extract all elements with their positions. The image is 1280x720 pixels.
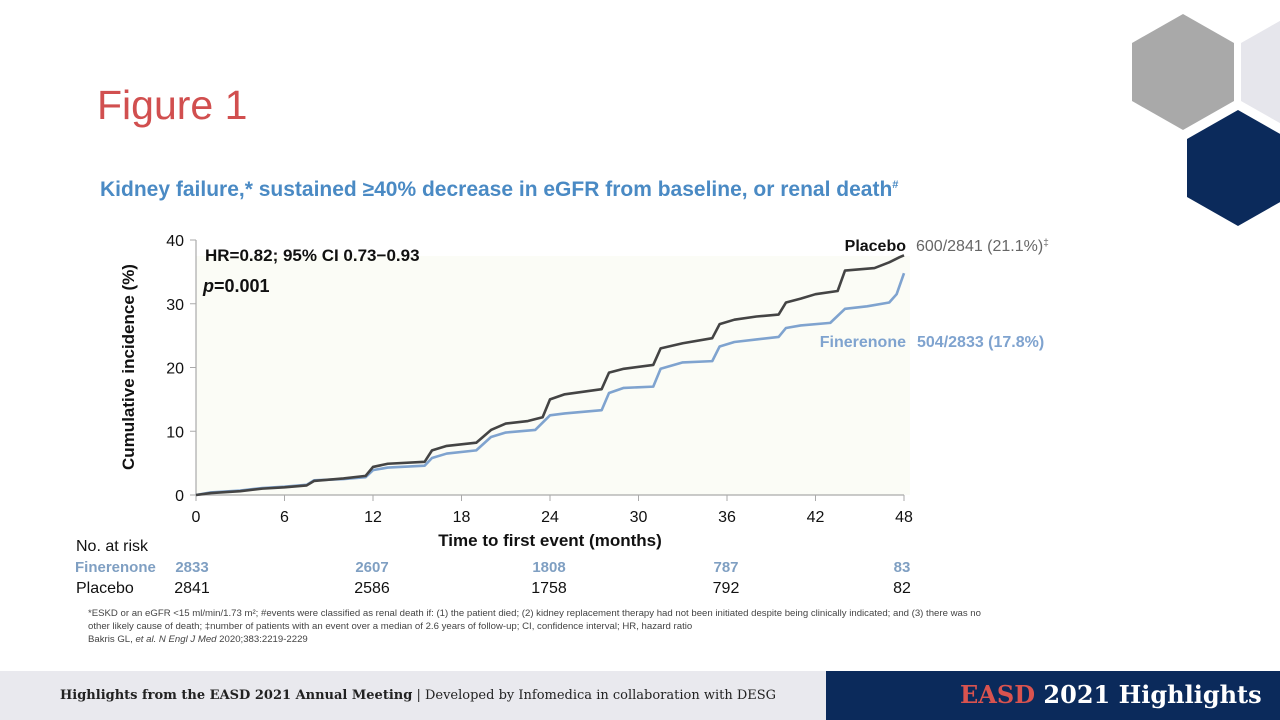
chart-title-text: Kidney failure,* sustained ≥40% decrease… — [100, 178, 893, 201]
at-risk-value-placebo: 792 — [712, 580, 740, 597]
hazard-ratio-annotation: HR=0.82; 95% CI 0.73−0.93 — [205, 246, 420, 265]
y-axis-label: Cumulative incidence (%) — [119, 264, 138, 470]
p-value: =0.001 — [214, 276, 270, 296]
footnote-line-1: *ESKD or an eGFR <15 ml/min/1.73 m²; #ev… — [88, 608, 981, 619]
chart-title: Kidney failure,* sustained ≥40% decrease… — [100, 178, 898, 202]
hexagon-decoration-gray — [1132, 14, 1234, 130]
at-risk-finerenone-label: Finerenone — [75, 559, 156, 576]
footer-bold-text: Highlights from the EASD 2021 Annual Mee… — [60, 688, 413, 703]
at-risk-value-finerenone: 787 — [713, 559, 739, 576]
at-risk-value-placebo: 1758 — [531, 580, 567, 597]
at-risk-value-finerenone: 2833 — [175, 559, 209, 576]
footer-bar: Highlights from the EASD 2021 Annual Mee… — [0, 671, 826, 720]
placebo-summary-text: 600/2841 (21.1%) — [916, 238, 1043, 255]
reference-authors: Bakris GL, — [88, 634, 136, 645]
hexagon-decoration-navy — [1187, 110, 1280, 226]
slide-title: Figure 1 — [97, 82, 248, 128]
brand-highlights: 2021 Highlights — [1035, 680, 1262, 709]
curve-placebo — [195, 254, 905, 497]
at-risk-value-placebo: 2586 — [354, 580, 390, 597]
at-risk-label: No. at risk — [76, 538, 149, 555]
y-tick-label: 0 — [175, 488, 184, 505]
footer-brand-bar: EASD 2021 Highlights — [826, 671, 1280, 720]
x-tick-label: 42 — [807, 509, 825, 526]
legend-placebo-name: Placebo — [845, 238, 907, 255]
legend-finerenone-name: Finerenone — [820, 334, 906, 351]
curves — [195, 254, 906, 497]
y-tick-label: 30 — [166, 297, 184, 314]
p-value-annotation: p=0.001 — [202, 276, 270, 296]
x-tick-label: 30 — [630, 509, 648, 526]
brand-easd: EASD — [960, 680, 1036, 709]
hexagon-decoration-light — [1241, 20, 1280, 124]
footer-text: Highlights from the EASD 2021 Annual Mee… — [60, 688, 776, 703]
footnote-line-2: other likely cause of death; ‡number of … — [88, 621, 693, 632]
at-risk-value-finerenone: 1808 — [532, 559, 566, 576]
at-risk-value-finerenone: 83 — [893, 559, 911, 576]
reference-journal: et al. N Engl J Med — [135, 634, 217, 645]
x-tick-label: 24 — [541, 509, 559, 526]
y-tick-label: 20 — [166, 361, 184, 378]
p-label: p — [202, 276, 214, 296]
x-axis-label: Time to first event (months) — [438, 531, 662, 550]
x-tick-label: 0 — [192, 509, 201, 526]
axes: 0 6 12 18 24 30 36 42 48 0 10 20 30 40 — [166, 233, 913, 526]
reference-details: 2020;383:2219-2229 — [216, 634, 308, 645]
placebo-summary-mark: ‡ — [1043, 238, 1049, 249]
at-risk-placebo-label: Placebo — [76, 580, 134, 597]
footer-brand: EASD 2021 Highlights — [960, 680, 1262, 709]
footer-credit-text: | Developed by Infomedica in collaborati… — [412, 688, 777, 703]
at-risk-value-placebo: 2841 — [174, 580, 210, 597]
x-tick-label: 36 — [718, 509, 736, 526]
plot-area — [196, 256, 910, 495]
legend-finerenone-summary: 504/2833 (17.8%) — [917, 334, 1044, 351]
x-tick-label: 12 — [364, 509, 382, 526]
x-tick-label: 6 — [280, 509, 289, 526]
kaplan-meier-chart: 0 6 12 18 24 30 36 42 48 0 10 20 30 40 Cumulative inc… — [119, 233, 1049, 550]
reference: Bakris GL, et al. N Engl J Med 2020;383:… — [88, 633, 1088, 646]
x-tick-label: 18 — [453, 509, 471, 526]
at-risk-value-placebo: 82 — [893, 580, 911, 597]
at-risk-value-finerenone: 2607 — [355, 559, 389, 576]
y-tick-label: 40 — [166, 233, 184, 250]
footnotes: *ESKD or an eGFR <15 ml/min/1.73 m²; #ev… — [88, 607, 1088, 646]
y-tick-label: 10 — [166, 424, 184, 441]
x-tick-label: 48 — [895, 509, 913, 526]
legend-placebo-summary: 600/2841 (21.1%)‡ — [916, 238, 1049, 255]
chart-title-superscript: # — [892, 179, 899, 191]
